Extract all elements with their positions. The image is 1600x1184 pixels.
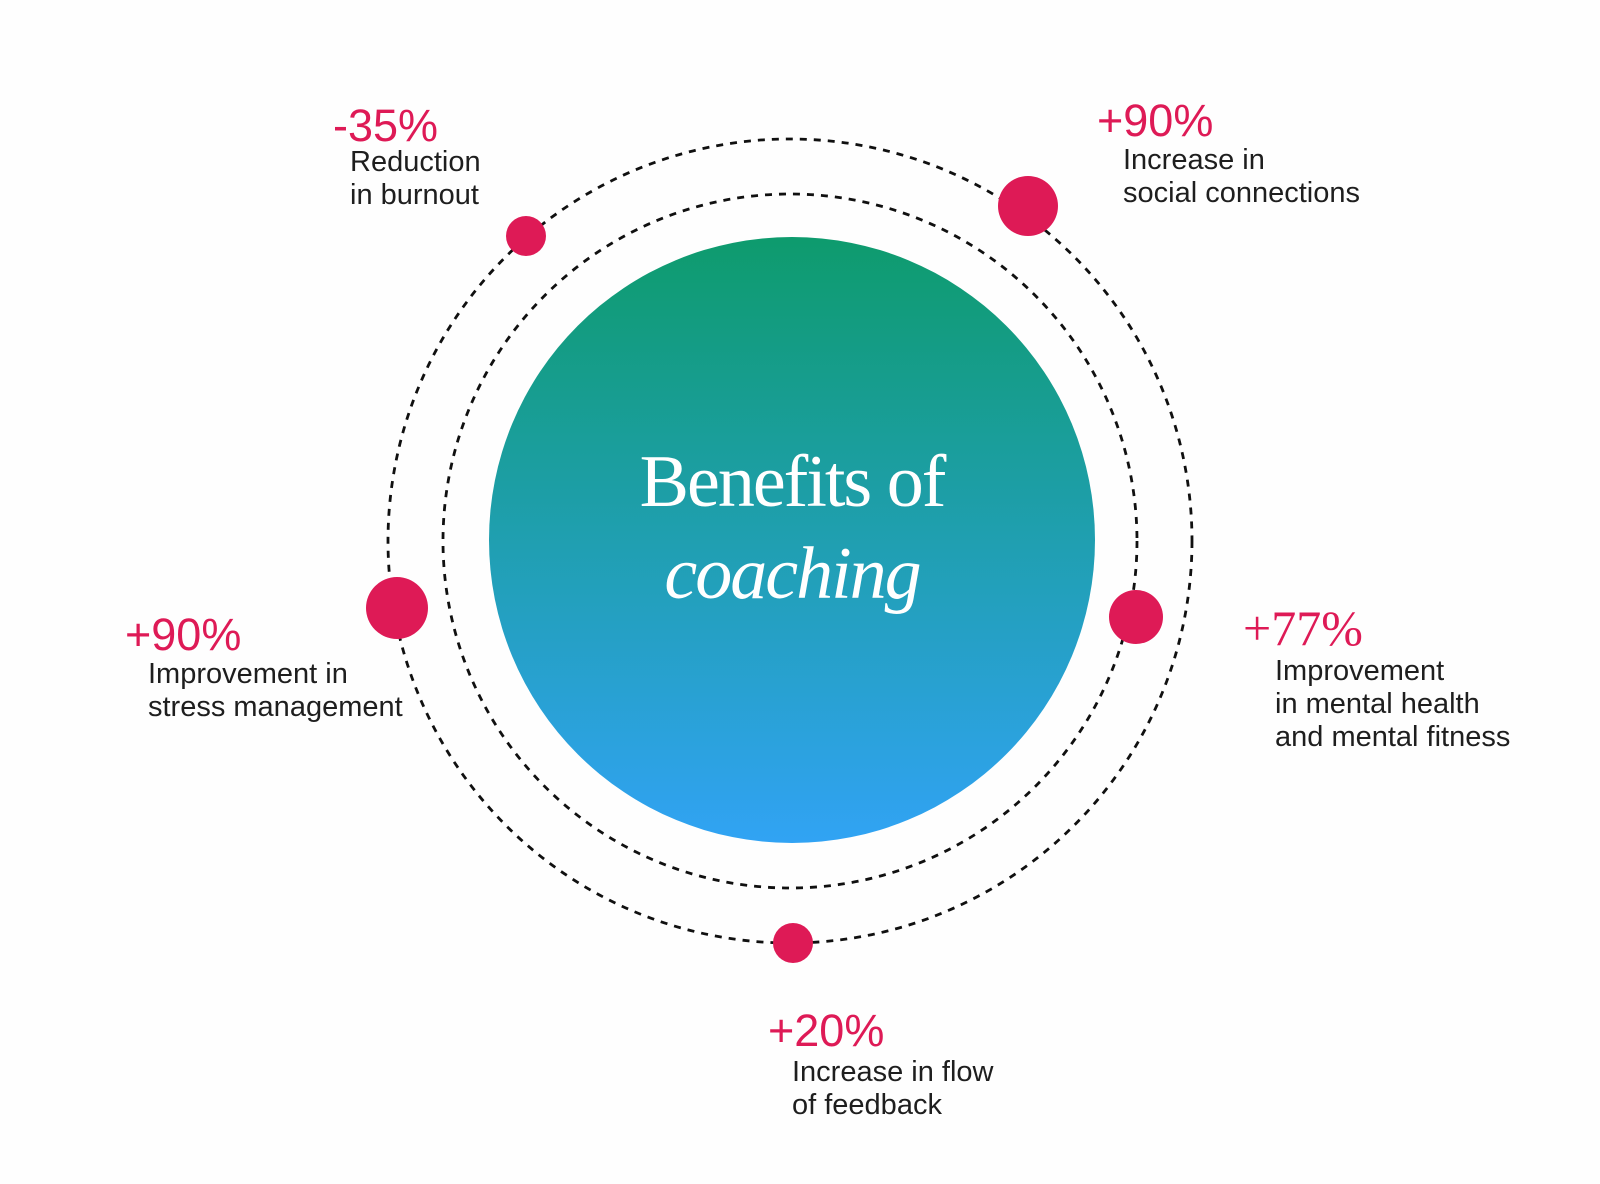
stat-stress-management-label-line-2: stress management [148,691,403,723]
stat-social-connections-label-line-2: social connections [1123,177,1360,209]
stat-stress-management-label-line-1: Improvement in [148,658,348,690]
stat-feedback-flow-value: +20% [768,1005,885,1056]
stat-burnout-label-line-1: Reduction [350,146,481,178]
stat-stress-management: +90% Improvement in stress management [125,612,403,724]
stat-mental-health-label-line-2: in mental health [1275,688,1480,720]
stat-social-connections-label-line-1: Increase in [1123,144,1265,176]
stat-social-connections: +90% Increase in social connections [1097,98,1360,210]
center-gradient-circle [489,237,1095,843]
stat-mental-health-value: +77% [1243,600,1363,656]
stat-social-connections-value: +90% [1097,95,1214,146]
stat-burnout-label-line-2: in burnout [350,179,479,211]
stat-stress-management-value: +90% [125,609,242,660]
center-title-line-2: coaching [664,533,921,615]
stat-dot-feedback-flow [773,923,813,963]
stat-mental-health-label-line-3: and mental fitness [1275,721,1511,753]
stat-stress-management-label: Improvement in stress management [148,658,403,724]
stat-feedback-flow-label-line-2: of feedback [792,1089,942,1121]
stat-burnout: -35% Reduction in burnout [333,103,481,212]
stat-feedback-flow-label-line-1: Increase in flow [792,1056,994,1088]
center-title-line-1: Benefits of [639,441,947,523]
stat-mental-health-label: Improvement in mental health and mental … [1275,655,1510,754]
stat-mental-health-label-line-1: Improvement [1275,655,1445,687]
stat-dot-mental-health [1109,590,1163,644]
stat-dot-stress-management [366,577,428,639]
stat-social-connections-label: Increase in social connections [1123,144,1360,210]
stat-burnout-label: Reduction in burnout [350,146,481,212]
stat-dot-social-connections [998,176,1058,236]
center-title: Benefits of coaching [392,436,1192,620]
stat-dot-burnout [506,216,546,256]
inner-orbit-circle [441,192,1139,890]
stat-mental-health: +77% Improvement in mental health and me… [1243,603,1510,754]
stat-burnout-value: -35% [333,100,439,151]
stat-feedback-flow: +20% Increase in flow of feedback [768,1008,994,1122]
stat-feedback-flow-label: Increase in flow of feedback [792,1056,994,1122]
